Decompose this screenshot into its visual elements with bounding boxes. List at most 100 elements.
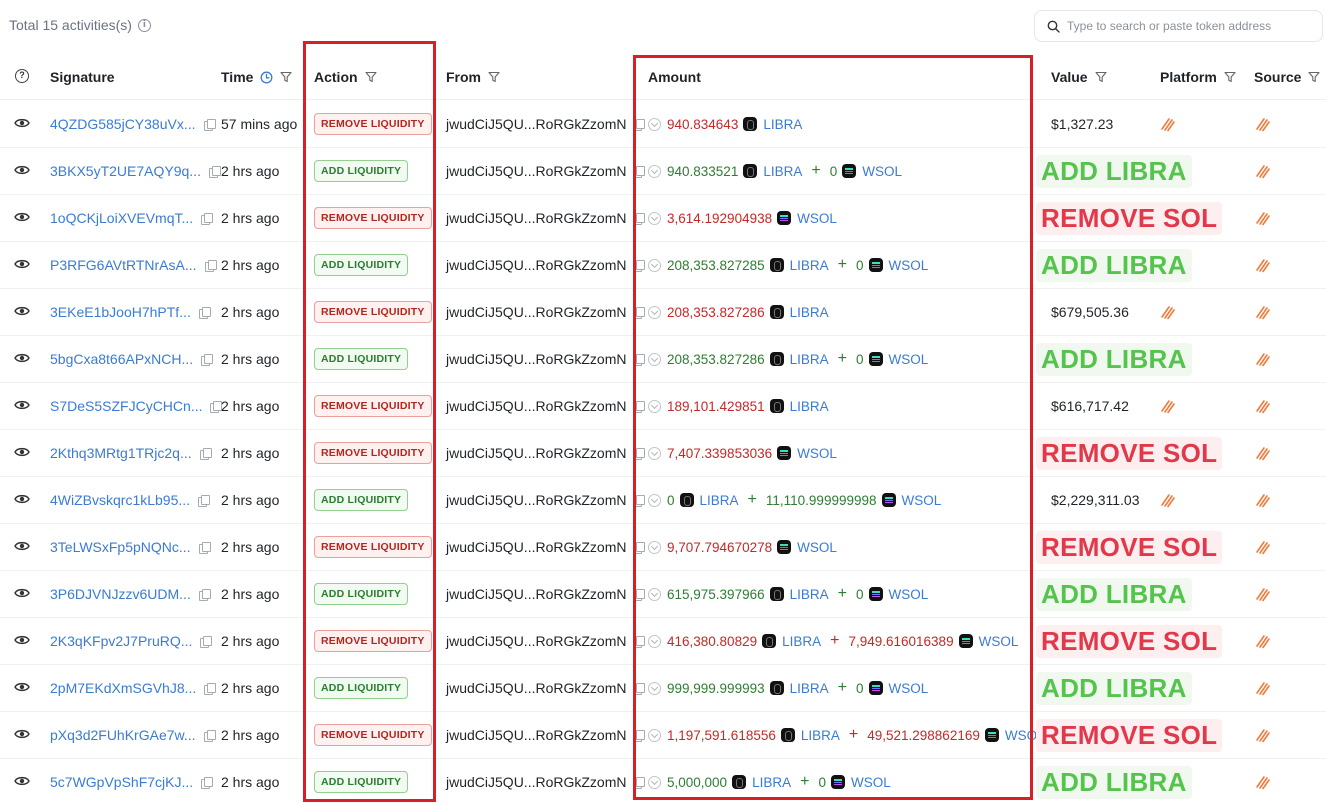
signature-link[interactable]: 2pM7EKdXmSGVhJ8... [50,680,197,696]
from-address[interactable]: jwudCiJ5QU...RoRGkZzomN [446,680,627,696]
token-name[interactable]: LIBRA [789,680,829,696]
token-name[interactable]: WSOL [797,210,837,226]
token-name[interactable]: LIBRA [699,492,739,508]
eye-icon[interactable] [14,398,30,414]
signature-link[interactable]: 5c7WGpVpShF7cjKJ... [50,774,194,790]
from-address[interactable]: jwudCiJ5QU...RoRGkZzomN [446,492,627,508]
expand-icon[interactable] [648,540,661,554]
view-cell[interactable] [14,383,30,429]
signature-link[interactable]: 3EKeE1bJooH7hPTf... [50,304,191,320]
eye-icon[interactable] [14,210,30,226]
view-cell[interactable] [14,101,30,147]
table-row[interactable]: 3P6DJVNJzzv6UDM... 2 hrs ago ADD LIQUIDITY… [0,571,1326,618]
expand-icon[interactable] [648,117,661,131]
copy-icon[interactable] [633,165,646,178]
eye-icon[interactable] [14,680,30,696]
signature-link[interactable]: 1oQCKjLoiXVEVmqT... [50,210,194,226]
eye-icon[interactable] [14,774,30,790]
eye-icon[interactable] [14,304,30,320]
eye-icon[interactable] [14,163,30,179]
token-name[interactable]: WSOL [978,633,1019,649]
token-name[interactable]: WSOL [850,774,891,790]
copy-icon[interactable] [203,118,216,131]
view-cell[interactable] [14,665,30,711]
clock-icon[interactable] [260,71,273,84]
copy-icon[interactable] [633,400,646,413]
expand-icon[interactable] [648,164,661,178]
copy-icon[interactable] [633,635,646,648]
copy-icon[interactable] [633,447,646,460]
token-name[interactable]: WSOL [888,351,929,367]
help-icon[interactable]: ? [15,69,29,83]
view-cell[interactable] [14,336,30,382]
copy-icon[interactable] [204,682,217,695]
info-icon[interactable]: i [137,18,151,32]
expand-icon[interactable] [648,352,661,366]
search-input[interactable] [1067,19,1307,33]
table-row[interactable]: 2Kthq3MRtg1TRjc2q... 2 hrs ago REMOVE LIQU… [0,430,1326,477]
copy-icon[interactable] [208,165,221,178]
eye-icon[interactable] [14,351,30,367]
copy-icon[interactable] [201,212,214,225]
token-name[interactable]: LIBRA [789,398,829,414]
copy-icon[interactable] [198,588,211,601]
view-cell[interactable] [14,759,30,805]
copy-icon[interactable] [198,306,211,319]
view-cell[interactable] [14,618,30,664]
filter-icon[interactable] [280,71,292,83]
from-address[interactable]: jwudCiJ5QU...RoRGkZzomN [446,257,627,273]
view-cell[interactable] [14,524,30,570]
token-name[interactable]: WSOL [797,445,837,461]
filter-icon[interactable] [1308,71,1321,83]
table-row[interactable]: 5c7WGpVpShF7cjKJ... 2 hrs ago ADD LIQUIDIT… [0,759,1326,805]
signature-link[interactable]: 3TeLWSxFp5pNQNc... [50,539,191,555]
signature-link[interactable]: 3P6DJVNJzzv6UDM... [50,586,191,602]
copy-icon[interactable] [201,776,214,789]
filter-icon[interactable] [1224,71,1236,83]
eye-icon[interactable] [14,257,30,273]
token-name[interactable]: WSOL [888,257,929,273]
copy-icon[interactable] [633,212,646,225]
view-cell[interactable] [14,195,30,241]
copy-icon[interactable] [633,259,646,272]
table-row[interactable]: 3EKeE1bJooH7hPTf... 2 hrs ago REMOVE LIQUI… [0,289,1326,336]
eye-icon[interactable] [14,445,30,461]
expand-icon[interactable] [648,211,661,225]
copy-icon[interactable] [200,635,213,648]
copy-icon[interactable] [204,259,217,272]
copy-icon[interactable] [633,682,646,695]
signature-link[interactable]: 5bgCxa8t66APxNCH... [50,351,194,367]
table-row[interactable]: S7DeS5SZFJCyCHCn... 2 hrs ago REMOVE LIQUI… [0,383,1326,430]
copy-icon[interactable] [201,353,214,366]
signature-link[interactable]: 4QZDG585jCY38uVx... [50,116,196,132]
copy-icon[interactable] [633,776,646,789]
signature-link[interactable]: pXq3d2FUhKrGAe7w... [50,727,196,743]
signature-link[interactable]: 2K3qKFpv2J7PruRQ... [50,633,193,649]
table-row[interactable]: 1oQCKjLoiXVEVmqT... 2 hrs ago REMOVE LIQUI… [0,195,1326,242]
from-address[interactable]: jwudCiJ5QU...RoRGkZzomN [446,398,627,414]
table-row[interactable]: 2pM7EKdXmSGVhJ8... 2 hrs ago ADD LIQUIDITY… [0,665,1326,712]
token-name[interactable]: LIBRA [800,727,840,743]
eye-icon[interactable] [14,633,30,649]
copy-icon[interactable] [198,541,211,554]
copy-icon[interactable] [633,588,646,601]
table-row[interactable]: 3BKX5yT2UE7AQY9q... 2 hrs ago ADD LIQUIDIT… [0,148,1326,195]
token-name[interactable]: WSOL [901,492,942,508]
from-address[interactable]: jwudCiJ5QU...RoRGkZzomN [446,116,627,132]
table-row[interactable]: 4QZDG585jCY38uVx... 57 mins ago REMOVE LIQ… [0,101,1326,148]
view-cell[interactable] [14,242,30,288]
signature-link[interactable]: P3RFG6AVtRTNrAsA... [50,257,197,273]
from-address[interactable]: jwudCiJ5QU...RoRGkZzomN [446,727,627,743]
eye-icon[interactable] [14,586,30,602]
expand-icon[interactable] [648,493,661,507]
from-address[interactable]: jwudCiJ5QU...RoRGkZzomN [446,163,627,179]
from-address[interactable]: jwudCiJ5QU...RoRGkZzomN [446,445,627,461]
from-address[interactable]: jwudCiJ5QU...RoRGkZzomN [446,210,627,226]
view-cell[interactable] [14,289,30,335]
view-cell[interactable] [14,430,30,476]
from-address[interactable]: jwudCiJ5QU...RoRGkZzomN [446,586,627,602]
copy-icon[interactable] [633,118,646,131]
signature-link[interactable]: 3BKX5yT2UE7AQY9q... [50,163,201,179]
eye-icon[interactable] [14,492,30,508]
token-name[interactable]: WSOL [862,163,902,179]
